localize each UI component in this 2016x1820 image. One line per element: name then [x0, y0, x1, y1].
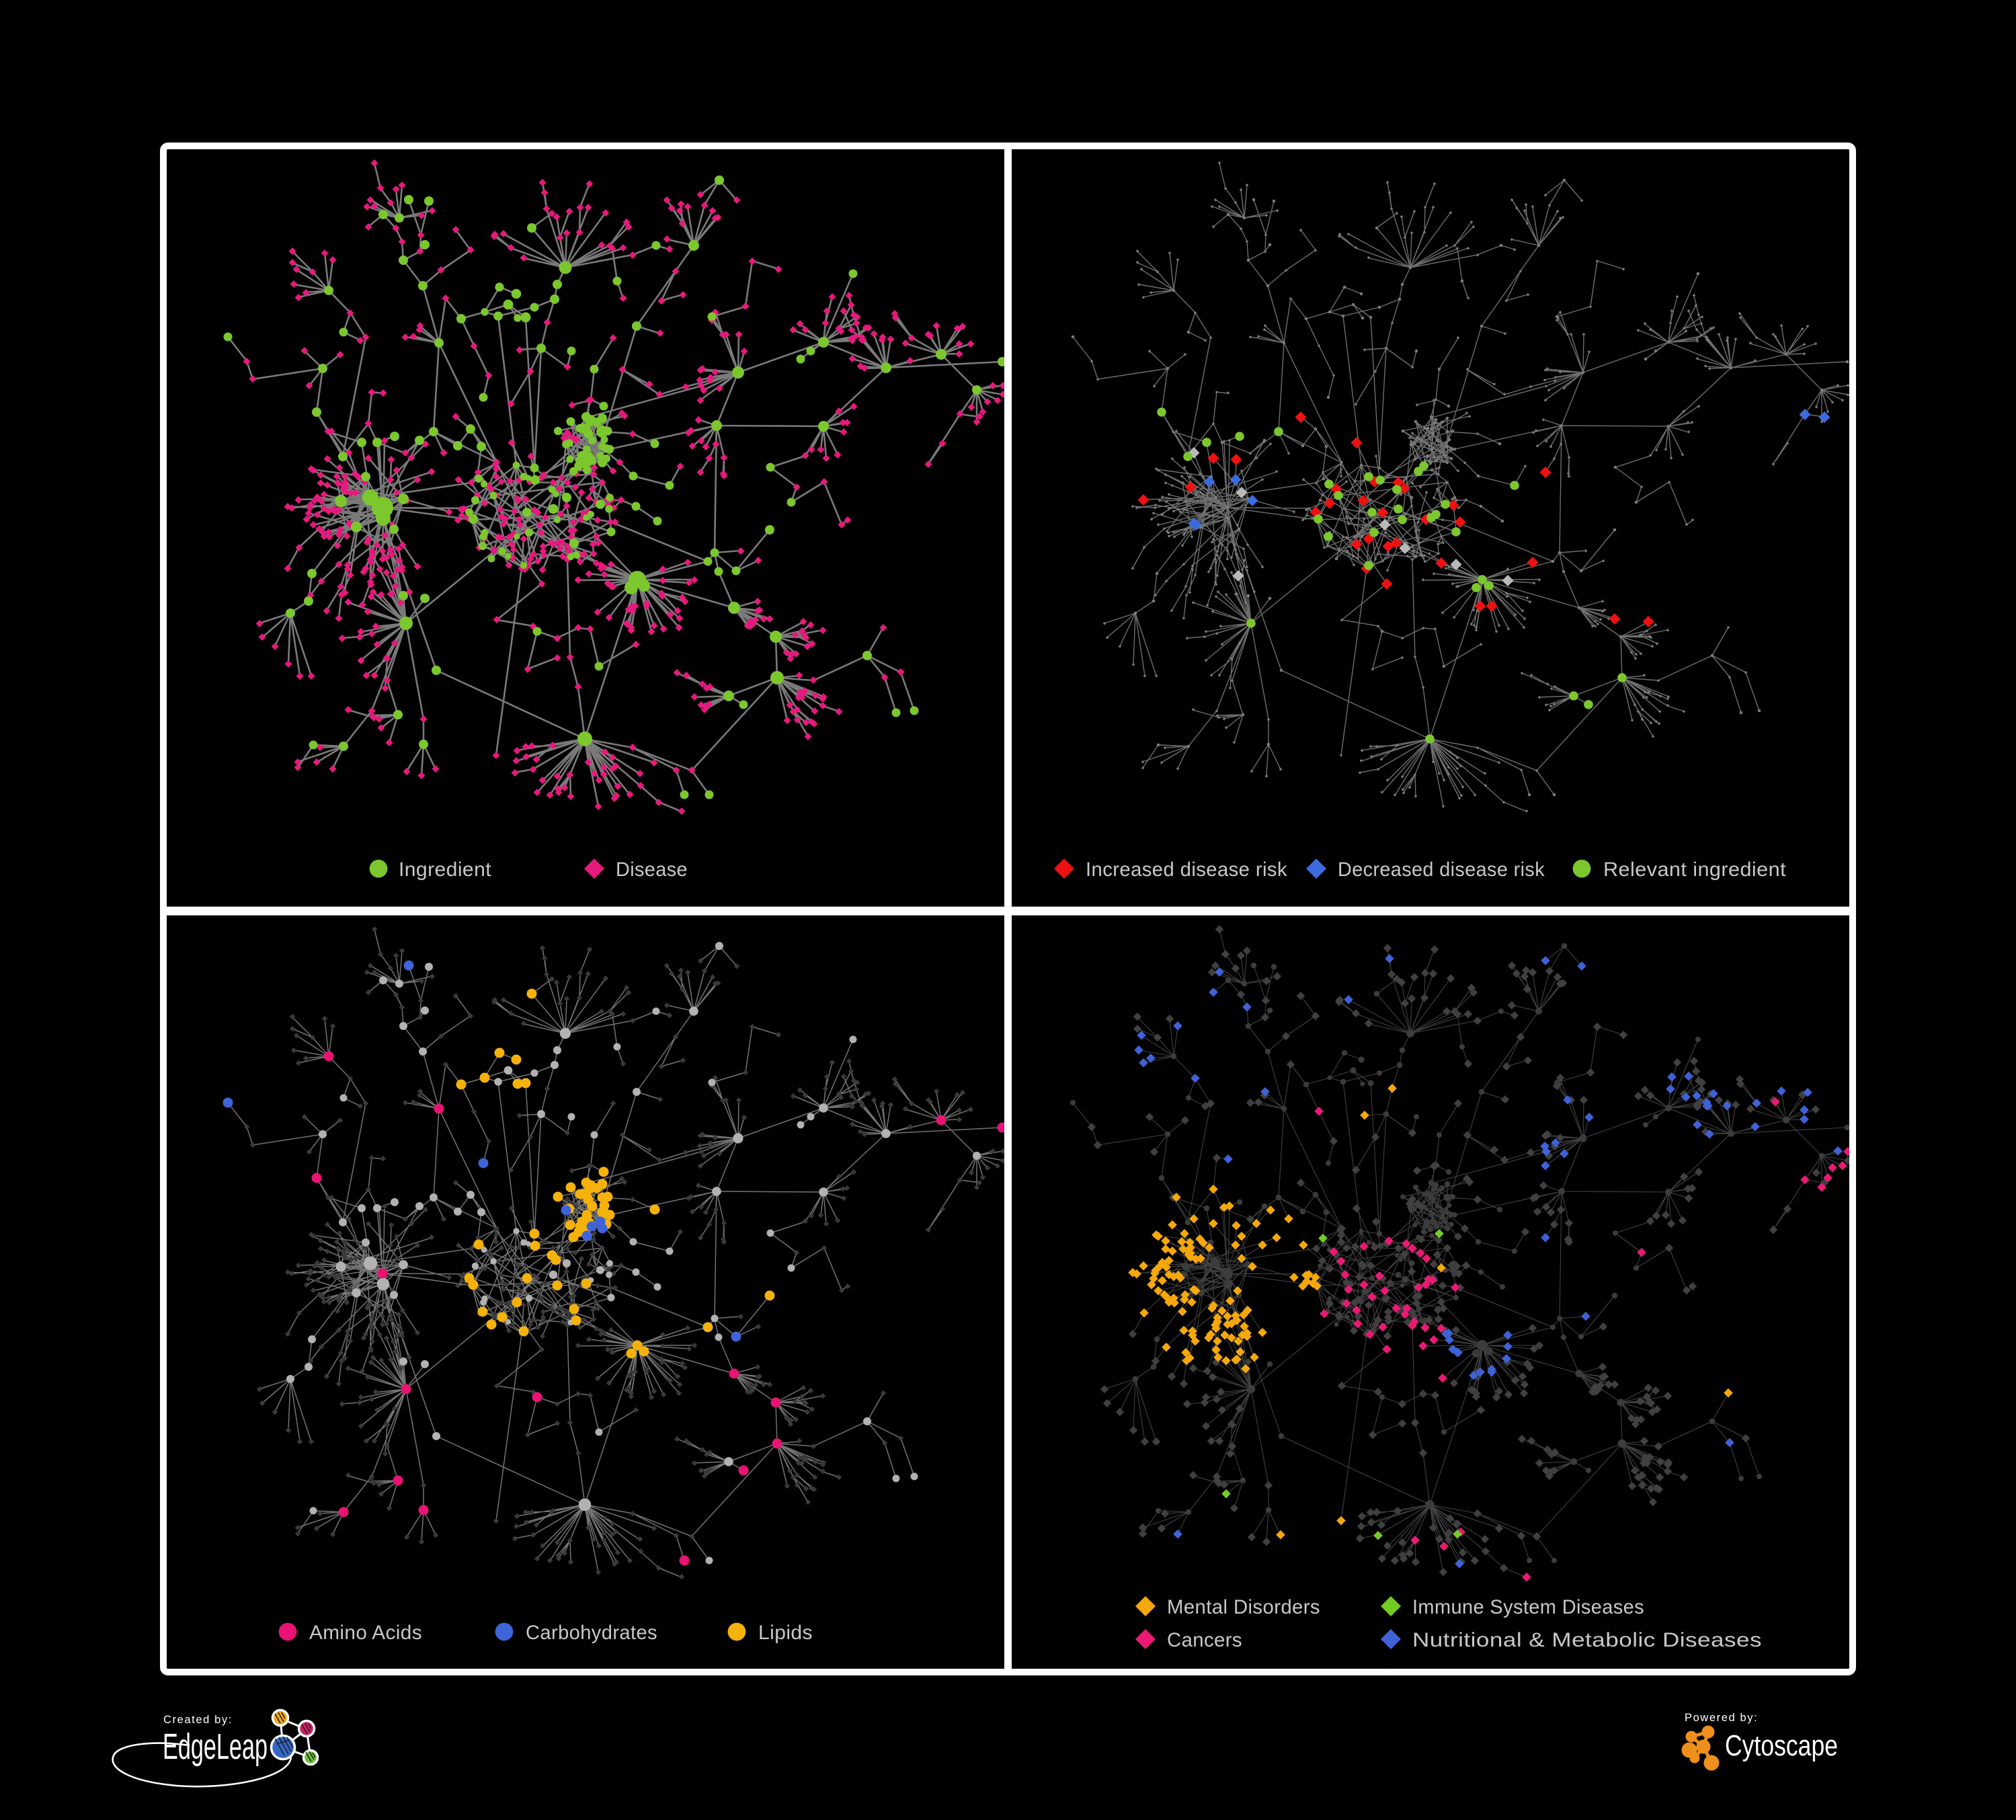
- svg-text:Relevant ingredient: Relevant ingredient: [1603, 859, 1786, 881]
- svg-text:EdgeLeap: EdgeLeap: [163, 1727, 268, 1767]
- svg-text:Mental Disorders: Mental Disorders: [1167, 1596, 1320, 1618]
- svg-text:Ingredient: Ingredient: [399, 859, 491, 881]
- svg-text:Cancers: Cancers: [1167, 1629, 1242, 1651]
- svg-text:Amino Acids: Amino Acids: [309, 1622, 422, 1644]
- svg-text:Carbohydrates: Carbohydrates: [526, 1622, 657, 1644]
- svg-text:Increased disease risk: Increased disease risk: [1086, 859, 1288, 881]
- svg-text:Immune System Diseases: Immune System Diseases: [1412, 1596, 1644, 1618]
- svg-text:Decreased disease risk: Decreased disease risk: [1338, 859, 1545, 881]
- svg-text:Nutritional & Metabolic Diseas: Nutritional & Metabolic Diseases: [1412, 1629, 1762, 1651]
- svg-text:Powered by:: Powered by:: [1685, 1712, 1758, 1724]
- svg-text:Cytoscape: Cytoscape: [1725, 1729, 1838, 1762]
- svg-text:Created by:: Created by:: [163, 1714, 233, 1726]
- svg-text:Disease: Disease: [616, 859, 688, 881]
- svg-text:Lipids: Lipids: [758, 1622, 813, 1644]
